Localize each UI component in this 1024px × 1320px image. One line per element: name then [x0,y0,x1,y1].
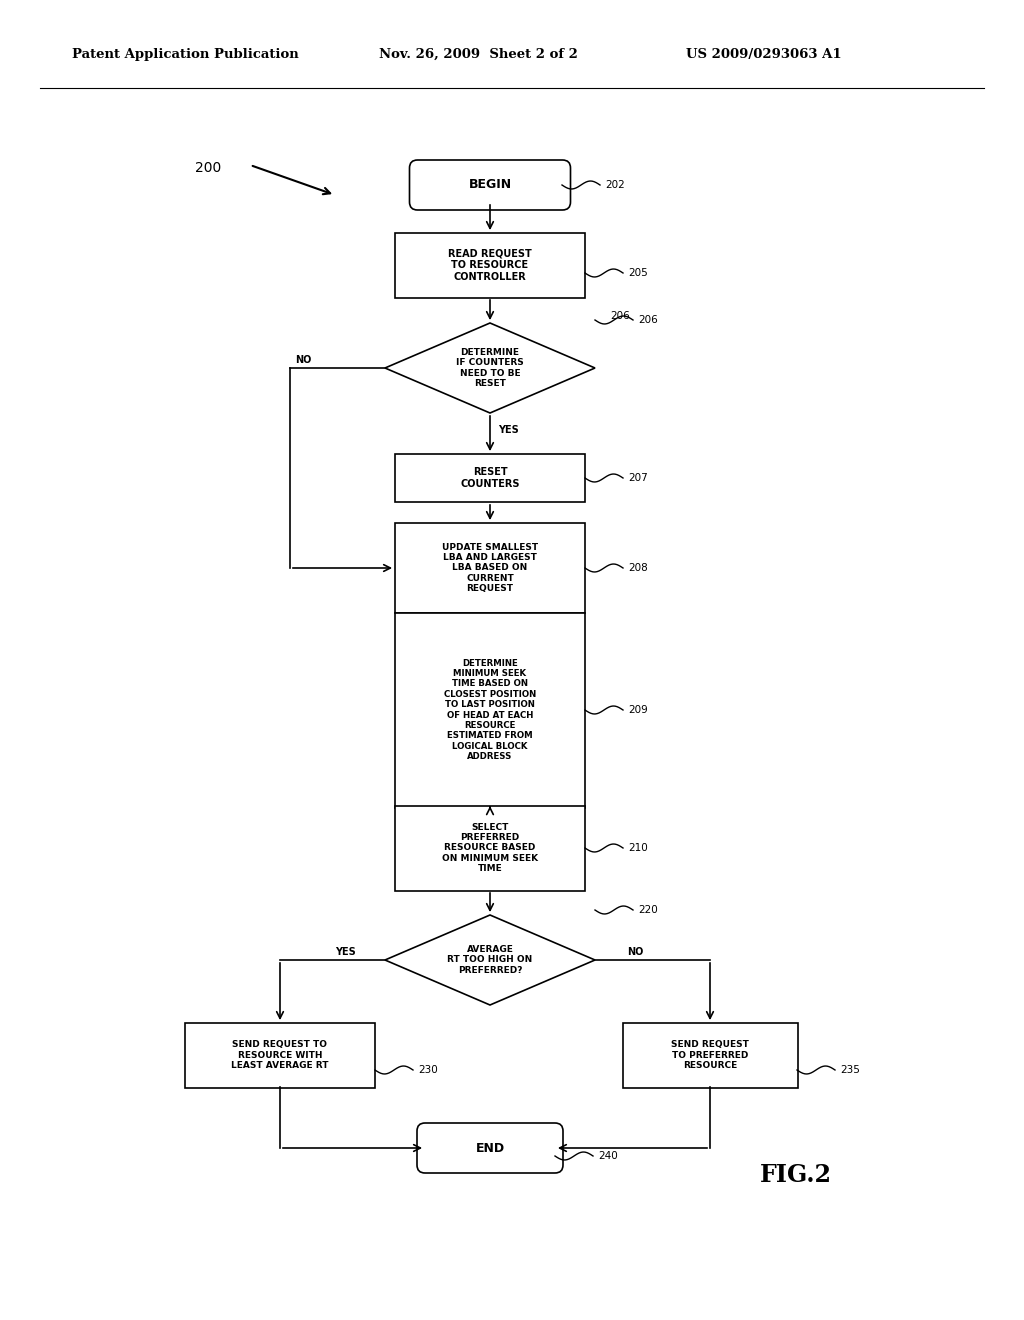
Bar [395,454,585,502]
Text: BEGIN: BEGIN [468,178,512,191]
Bar [185,1023,375,1088]
Text: DETERMINE
IF COUNTERS
NEED TO BE
RESET: DETERMINE IF COUNTERS NEED TO BE RESET [456,348,524,388]
Text: NO: NO [627,946,643,957]
Text: Patent Application Publication: Patent Application Publication [72,48,298,61]
Polygon shape [385,915,595,1005]
Text: 205: 205 [628,268,648,279]
Bar [623,1023,798,1088]
Text: 202: 202 [605,180,625,190]
Text: FIG.2: FIG.2 [760,1163,831,1187]
Text: 209: 209 [628,705,648,715]
Text: RESET
COUNTERS: RESET COUNTERS [460,467,520,488]
Text: DETERMINE
MINIMUM SEEK
TIME BASED ON
CLOSEST POSITION
TO LAST POSITION
OF HEAD A: DETERMINE MINIMUM SEEK TIME BASED ON CLO… [443,659,537,762]
Text: YES: YES [498,425,519,436]
Text: NO: NO [295,355,311,366]
Text: US 2009/0293063 A1: US 2009/0293063 A1 [686,48,842,61]
Text: 210: 210 [628,843,648,853]
Text: 230: 230 [418,1065,437,1074]
Text: 240: 240 [598,1151,617,1162]
Text: 206: 206 [638,315,657,325]
Bar [395,612,585,808]
Text: 220: 220 [638,906,657,915]
Text: UPDATE SMALLEST
LBA AND LARGEST
LBA BASED ON
CURRENT
REQUEST: UPDATE SMALLEST LBA AND LARGEST LBA BASE… [442,543,538,593]
Text: SELECT
PREFERRED
RESOURCE BASED
ON MINIMUM SEEK
TIME: SELECT PREFERRED RESOURCE BASED ON MINIM… [442,822,538,874]
Bar [395,523,585,612]
Text: 235: 235 [840,1065,860,1074]
Text: Nov. 26, 2009  Sheet 2 of 2: Nov. 26, 2009 Sheet 2 of 2 [379,48,578,61]
Bar [395,232,585,297]
Text: SEND REQUEST
TO PREFERRED
RESOURCE: SEND REQUEST TO PREFERRED RESOURCE [671,1040,749,1071]
Bar [395,805,585,891]
Text: 206: 206 [610,312,630,321]
Text: YES: YES [335,946,355,957]
Polygon shape [385,323,595,413]
FancyBboxPatch shape [417,1123,563,1173]
Text: SEND REQUEST TO
RESOURCE WITH
LEAST AVERAGE RT: SEND REQUEST TO RESOURCE WITH LEAST AVER… [231,1040,329,1071]
Text: 200: 200 [195,161,221,176]
Text: END: END [475,1142,505,1155]
Text: 208: 208 [628,564,648,573]
FancyBboxPatch shape [410,160,570,210]
Text: 207: 207 [628,473,648,483]
Text: READ REQUEST
TO RESOURCE
CONTROLLER: READ REQUEST TO RESOURCE CONTROLLER [449,248,531,281]
Text: AVERAGE
RT TOO HIGH ON
PREFERRED?: AVERAGE RT TOO HIGH ON PREFERRED? [447,945,532,975]
